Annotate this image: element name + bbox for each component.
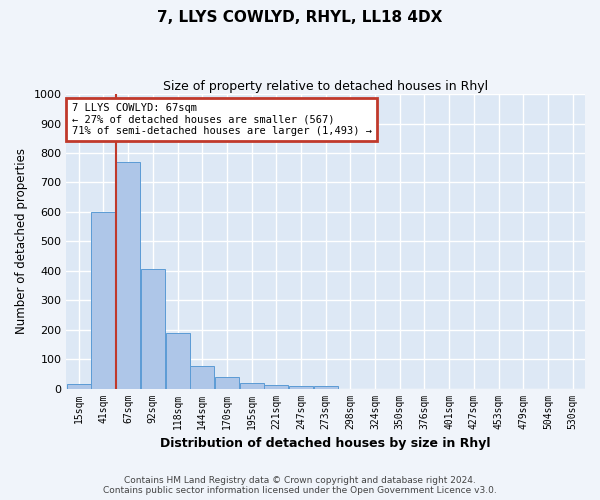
Bar [239, 384, 263, 388]
Bar [141, 270, 165, 388]
Text: Contains HM Land Registry data © Crown copyright and database right 2024.
Contai: Contains HM Land Registry data © Crown c… [103, 476, 497, 495]
Bar [67, 384, 91, 388]
Bar [190, 366, 214, 388]
Bar [314, 386, 338, 388]
Bar [215, 378, 239, 388]
Text: 7 LLYS COWLYD: 67sqm
← 27% of detached houses are smaller (567)
71% of semi-deta: 7 LLYS COWLYD: 67sqm ← 27% of detached h… [71, 103, 371, 136]
Text: 7, LLYS COWLYD, RHYL, LL18 4DX: 7, LLYS COWLYD, RHYL, LL18 4DX [157, 10, 443, 25]
Bar [166, 332, 190, 388]
Bar [265, 384, 288, 388]
Bar [289, 386, 313, 388]
Title: Size of property relative to detached houses in Rhyl: Size of property relative to detached ho… [163, 80, 488, 93]
Bar [91, 212, 115, 388]
X-axis label: Distribution of detached houses by size in Rhyl: Distribution of detached houses by size … [160, 437, 491, 450]
Y-axis label: Number of detached properties: Number of detached properties [15, 148, 28, 334]
Bar [116, 162, 140, 388]
